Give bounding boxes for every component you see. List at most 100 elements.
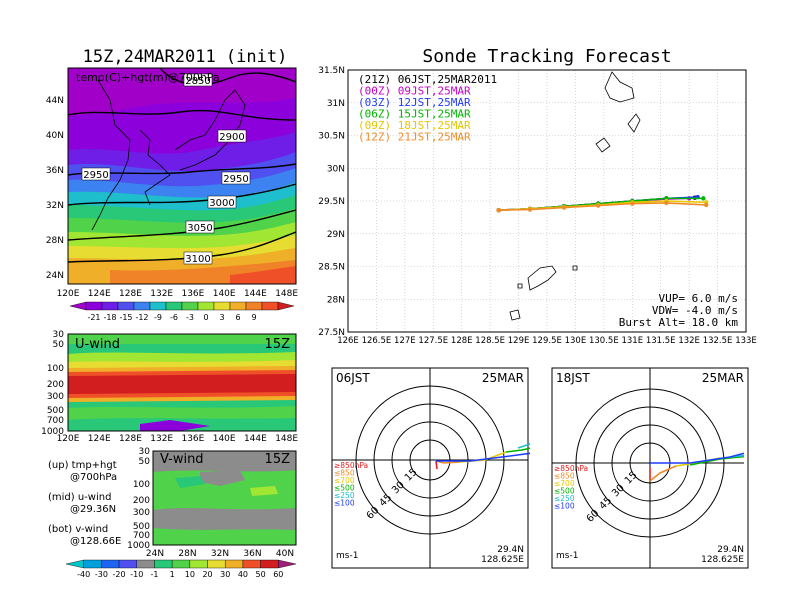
- map-lon-label: 124E: [88, 289, 111, 299]
- v-y-label: 300: [133, 508, 150, 518]
- contour-label: 3000: [209, 198, 234, 209]
- map-frame: [67, 67, 297, 285]
- u-x-label: 140E: [213, 434, 236, 444]
- tracking-x-label: 126E: [337, 336, 359, 346]
- colorbar-swatch: [133, 301, 151, 311]
- colorbar-swatch: [136, 559, 155, 569]
- hodograph-level-label: ≤250: [334, 491, 355, 500]
- hodograph-rings: [552, 368, 744, 568]
- map-title: 15Z,24MAR2011 (init): [83, 47, 288, 67]
- tracking-x-axis: 126E 126.5E 127E 127.5E 128E 128.5E 129E 129.5E…: [337, 336, 757, 346]
- colorbar-swatch: [277, 301, 295, 311]
- colorbar-swatch: [278, 559, 297, 569]
- contour-label: 2950: [83, 170, 108, 181]
- hodograph-lat: 29.4N: [497, 545, 524, 555]
- hodograph-curve: [517, 443, 530, 449]
- tracking-y-label: 31.5N: [318, 66, 345, 76]
- contour-labels: [81, 73, 251, 265]
- tracking-x-label: 126.5E: [362, 336, 392, 346]
- colorbar-label: -15: [119, 313, 132, 322]
- colorbar-swatch: [229, 301, 247, 311]
- u-wind-title: U-wind: [75, 337, 120, 352]
- note-mid-2: @29.36N: [70, 504, 116, 515]
- colorbar-label: 60: [273, 570, 283, 579]
- note-up-1: (up) tmp+hgt: [48, 460, 117, 471]
- panel-notes: (up) tmp+hgt @700hPa (mid) u-wind @29.36…: [48, 460, 121, 547]
- v-wind-x-axis: 24N 28N 32N 36N 40N: [146, 549, 294, 559]
- u-y-label: 1000: [41, 427, 64, 437]
- colorbar-swatch: [149, 301, 167, 311]
- hodograph-curve: [649, 465, 677, 482]
- map-lon-label: 140E: [213, 289, 236, 299]
- track-point: [701, 196, 706, 201]
- tracking-x-label: 128E: [451, 336, 473, 346]
- tracking-frame: [347, 69, 747, 333]
- contour-label: 2850: [185, 76, 210, 87]
- tracking-title: Sonde Tracking Forecast: [422, 46, 671, 67]
- tracking-x-label: 129E: [508, 336, 530, 346]
- v-wind-plot: [153, 451, 296, 545]
- tracking-x-label: 133E: [735, 336, 757, 346]
- u-wind-frame: [67, 333, 297, 432]
- v-y-label: 700: [133, 531, 150, 541]
- map-lon-label: 144E: [244, 289, 267, 299]
- hodograph-level-label: ≤500: [334, 484, 355, 493]
- colorbar-swatch: [260, 559, 279, 569]
- note-mid-1: (mid) u-wind: [48, 492, 111, 503]
- colorbar-label: 3: [219, 313, 224, 322]
- sonde-params: VUP= 6.0 m/s VDW= -4.0 m/s Burst Alt= 18…: [619, 292, 739, 329]
- u-wind-plot: [68, 334, 296, 431]
- map-lat-label: 24N: [46, 271, 64, 281]
- tracking-y-label: 30N: [327, 164, 345, 174]
- v-y-label: 500: [133, 522, 150, 532]
- map-lon-label: 120E: [57, 289, 80, 299]
- colorbar-label: 9: [251, 313, 256, 322]
- tracking-x-label: 130.5E: [589, 336, 619, 346]
- track-point: [561, 205, 567, 210]
- colorbar-label: 40: [238, 570, 248, 579]
- colorbar-swatch: [118, 559, 137, 569]
- tracking-y-axis: 31.5N 31N 30.5N 30N 29.5N 29N 28.5N 28N 27.5N: [318, 66, 345, 338]
- v-y-label: 1000: [127, 541, 150, 551]
- hodograph-level-label: ≤850: [554, 472, 575, 481]
- colorbar-label: -3: [186, 313, 194, 322]
- wind-colorbar: -40 -30 -20 -10 -1 1 10 20 30 40 50 60: [65, 559, 297, 579]
- tracking-y-label: 29.5N: [318, 197, 345, 207]
- hodograph-level-label: ≤250: [554, 494, 575, 503]
- colorbar-swatch: [197, 301, 215, 311]
- u-y-label: 500: [47, 406, 64, 416]
- tracking-x-label: 130E: [565, 336, 587, 346]
- colorbar-swatch: [69, 301, 87, 311]
- colorbar-swatch: [171, 559, 191, 569]
- u-y-label: 200: [47, 380, 64, 390]
- u-y-label: 50: [53, 340, 65, 350]
- map-lon-label: 136E: [181, 289, 204, 299]
- v-x-label: 28N: [178, 549, 196, 559]
- colorbar-label: -10: [130, 570, 143, 579]
- tracking-x-label: 127.5E: [418, 336, 448, 346]
- colorbar-label: -9: [154, 313, 162, 322]
- hodograph-level-label: ≤100: [554, 502, 575, 511]
- colorbar-swatch: [189, 559, 208, 569]
- hodograph-lon: 128.625E: [481, 555, 524, 565]
- u-y-label: 30: [53, 330, 65, 340]
- v-y-label: 100: [133, 480, 150, 490]
- vdw-text: VDW= -4.0 m/s: [652, 304, 738, 317]
- tracking-legend: (21Z) 06JST,25MAR2011(00Z) 09JST,25MAR(0…: [358, 73, 497, 144]
- tracking-y-label: 27.5N: [318, 328, 345, 338]
- map-lon-label: 128E: [119, 289, 142, 299]
- map-lon-label: 148E: [275, 289, 298, 299]
- u-y-label: 300: [47, 392, 64, 402]
- map-label: temp(C)+hgt(m)@700hPa: [76, 71, 220, 84]
- tracking-x-label: 129.5E: [532, 336, 562, 346]
- v-x-label: 36N: [243, 549, 261, 559]
- tracking-x-label: 127E: [394, 336, 416, 346]
- colorbar-swatch: [225, 559, 244, 569]
- u-y-label: 100: [47, 364, 64, 374]
- hodograph-level-label: ≤500: [554, 487, 575, 496]
- hodograph-curve: [650, 452, 744, 464]
- colorbar-label: -1: [150, 570, 158, 579]
- v-wind-time: 15Z: [265, 452, 291, 467]
- colorbar-swatch: [207, 559, 226, 569]
